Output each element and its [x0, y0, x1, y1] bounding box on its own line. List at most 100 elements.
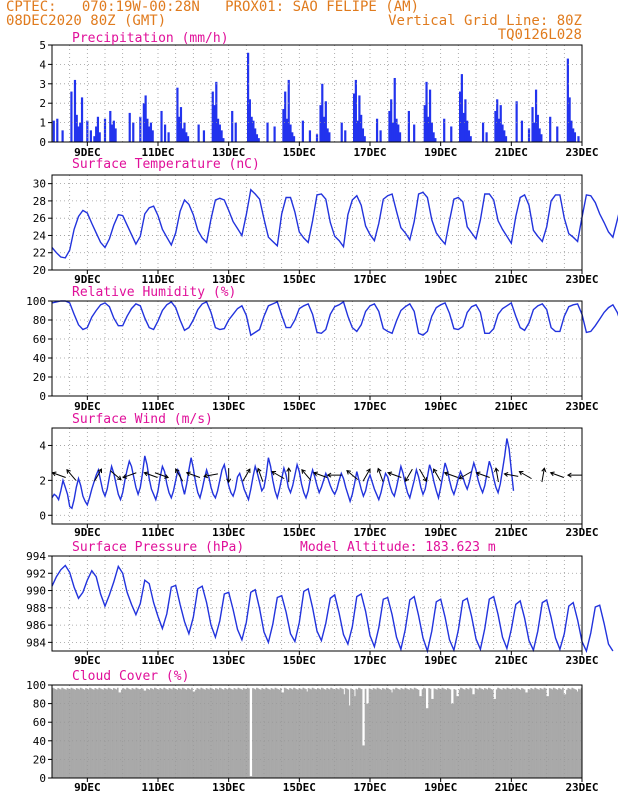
cloud-bar: [381, 688, 384, 778]
cloud-bar: [396, 688, 399, 778]
cloud-bar: [181, 687, 184, 778]
cloud-bar: [167, 689, 169, 778]
precip-bar: [434, 138, 437, 142]
cloud-bar: [184, 689, 187, 778]
cloud-bar: [229, 688, 232, 778]
precip-bar: [146, 118, 149, 142]
cloud-bar: [211, 688, 213, 778]
cloud-bar: [266, 688, 269, 778]
cloud-bar: [446, 688, 449, 778]
cloud-bar: [289, 688, 291, 778]
precip-bar: [70, 91, 73, 142]
header-date: 08DEC2020 80Z (GMT): [6, 13, 167, 29]
precip-bar: [248, 99, 251, 142]
cloud-bar: [570, 689, 572, 778]
cloud-bar: [79, 687, 82, 778]
precip-bar: [132, 122, 135, 142]
cloud-bar: [95, 688, 98, 778]
cloud-bar: [571, 687, 574, 778]
precip-bar: [52, 120, 55, 142]
precip-bar: [284, 91, 287, 142]
cloud-bar: [469, 687, 472, 778]
cloud-bar: [61, 687, 63, 778]
precip-bar: [322, 116, 326, 142]
wind-arrow: [94, 468, 102, 482]
cloud-bar: [165, 689, 168, 778]
wind-arrow-head: [549, 471, 555, 477]
wind-arrow-head: [376, 467, 382, 473]
precip-bar: [358, 95, 361, 142]
cloud-bar: [551, 689, 554, 778]
wind-arrow-head: [458, 474, 464, 480]
cloud-bar: [269, 689, 271, 778]
cloud-bar: [234, 688, 237, 778]
cloud-bar: [448, 688, 450, 778]
cloud-bar: [494, 698, 497, 778]
cloud-bar: [558, 688, 560, 778]
precip-bar: [148, 126, 151, 142]
y-tick-label: 100: [26, 295, 46, 308]
x-tick-label: 15DEC: [283, 400, 316, 413]
x-tick-label: 17DEC: [353, 654, 386, 667]
cloud-bar: [191, 687, 193, 778]
x-tick-label: 17DEC: [353, 273, 386, 286]
x-tick-label: 13DEC: [212, 146, 245, 159]
cloud-bar: [513, 688, 515, 778]
cloud-bar: [106, 689, 108, 778]
x-tick-label: 9DEC: [74, 526, 101, 539]
wind-arrow: [404, 468, 413, 482]
cloud-bar: [52, 687, 54, 778]
cloud-bar: [260, 689, 262, 778]
x-tick-label: 17DEC: [353, 400, 386, 413]
precip-bar: [566, 58, 569, 142]
cloud-bar: [217, 689, 220, 778]
pres-frame: [51, 555, 583, 652]
cloud-bar: [415, 688, 417, 778]
precip-bar: [391, 122, 395, 142]
wind-arrow-head: [404, 477, 410, 483]
wind-arrow: [66, 469, 77, 481]
cloud-bar: [242, 688, 245, 778]
precip-bar: [375, 118, 379, 142]
cloud-bar: [419, 696, 421, 778]
precip-bar: [344, 130, 347, 142]
cloud-bar: [421, 689, 424, 778]
cloud-bar: [331, 688, 334, 778]
cloud-bar: [490, 689, 493, 778]
cloud-bar: [127, 688, 130, 778]
cloud-bar: [65, 689, 67, 778]
precip-bar: [527, 128, 531, 142]
cloud-bar: [326, 688, 328, 778]
precip-bar: [103, 118, 107, 142]
header-line-1: CPTEC: 070:19W-00:28N PROX01: SAO FELIPE…: [6, 0, 420, 15]
precip-bar: [287, 79, 290, 142]
cloud-bar: [244, 688, 246, 778]
precip-bar: [356, 120, 359, 142]
precip-bar: [80, 97, 84, 142]
cloud-bar: [128, 689, 131, 778]
cloud-bar: [461, 688, 464, 778]
cloud-bar: [355, 688, 358, 778]
cloud-bar: [552, 687, 555, 778]
precip-title: Precipitation (mm/h): [72, 31, 229, 46]
x-tick-label: 23DEC: [565, 273, 598, 286]
wind-arrow: [271, 471, 285, 480]
cloud-bar: [143, 690, 146, 778]
precip-bar: [301, 120, 304, 142]
precip-bar: [427, 116, 430, 142]
cloud-bar: [332, 689, 335, 778]
cloud-bar: [135, 687, 138, 778]
cloud-bar: [94, 688, 97, 778]
cloud-bar: [554, 688, 556, 778]
cloud-bar: [236, 689, 238, 778]
cloud-bar: [67, 688, 70, 778]
precip-bar: [178, 116, 181, 142]
y-tick-label: 80: [33, 698, 46, 711]
cloud-bar: [293, 687, 295, 778]
cloud-bar: [339, 687, 342, 778]
cloud-bar: [179, 688, 181, 778]
cloud-bar: [55, 689, 58, 778]
wind-arrow: [257, 468, 264, 482]
wind-arrow-head: [346, 470, 352, 475]
cloud-bar: [140, 688, 143, 778]
